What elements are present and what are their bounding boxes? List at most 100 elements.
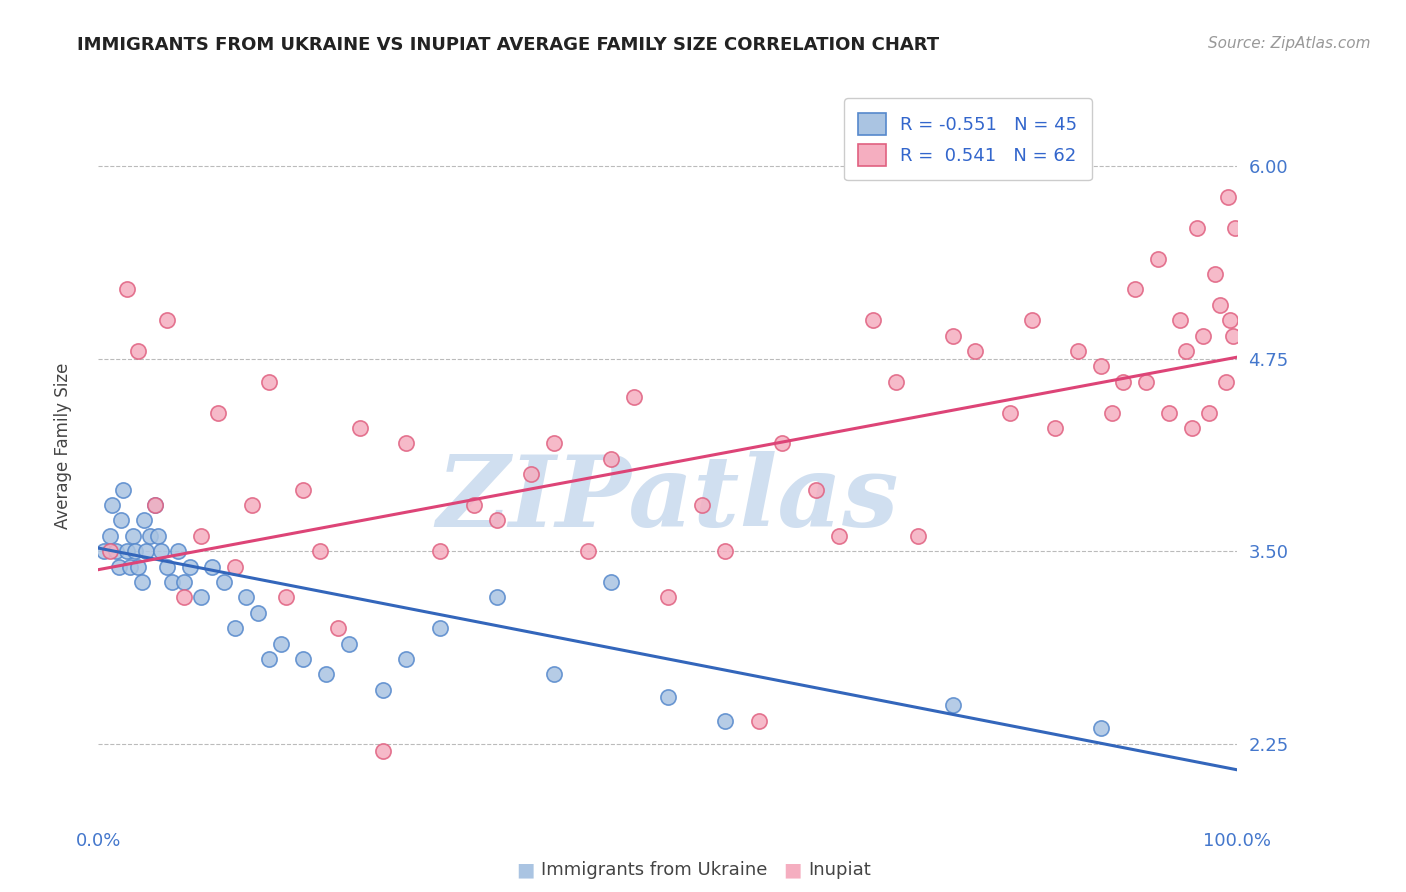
Point (135, 544, 157, 558)
Point (1223, 220, 1246, 235)
Point (714, 544, 737, 558)
Point (156, 559, 179, 574)
Point (150, 544, 173, 558)
Point (276, 591, 298, 605)
Point (1112, 375, 1135, 389)
Point (1209, 298, 1232, 312)
Point (543, 667, 565, 681)
Point (748, 714, 770, 728)
Point (270, 636, 292, 650)
Text: IMMIGRANTS FROM UKRAINE VS INUPIAT AVERAGE FAMILY SIZE CORRELATION CHART: IMMIGRANTS FROM UKRAINE VS INUPIAT AVERA… (77, 36, 939, 54)
Point (942, 698, 965, 713)
Point (201, 559, 224, 574)
Point (371, 744, 394, 758)
Point (156, 313, 179, 327)
Point (337, 636, 360, 650)
Point (292, 652, 315, 666)
Point (1204, 267, 1226, 281)
Point (93, 544, 115, 558)
Point (770, 436, 793, 450)
Point (1215, 375, 1237, 389)
Point (207, 406, 229, 420)
Point (657, 591, 679, 605)
Point (115, 544, 138, 558)
Point (463, 498, 485, 512)
Point (246, 606, 269, 620)
Point (98, 544, 121, 558)
Text: Average Family Size: Average Family Size (55, 363, 72, 529)
Point (131, 574, 153, 589)
Point (1192, 328, 1215, 343)
Point (1146, 252, 1168, 266)
Point (1067, 343, 1090, 358)
Point (212, 574, 235, 589)
Point (259, 652, 281, 666)
Text: ZIPatlas: ZIPatlas (437, 450, 898, 547)
Point (108, 559, 131, 574)
Point (623, 390, 645, 404)
Point (101, 498, 124, 512)
Point (657, 690, 679, 705)
Legend: R = -0.551   N = 45, R =  0.541   N = 62: R = -0.551 N = 45, R = 0.541 N = 62 (844, 98, 1091, 180)
Point (690, 498, 713, 512)
Point (600, 451, 623, 466)
Point (146, 529, 169, 543)
Point (965, 343, 987, 358)
Point (1090, 359, 1112, 374)
Point (395, 436, 418, 450)
Point (292, 483, 315, 497)
Point (115, 282, 138, 296)
Text: Source: ZipAtlas.com: Source: ZipAtlas.com (1208, 36, 1371, 51)
Point (138, 529, 160, 543)
Point (862, 313, 884, 327)
Point (259, 375, 281, 389)
Point (315, 667, 337, 681)
Point (104, 544, 127, 558)
Point (998, 406, 1021, 420)
Point (804, 483, 827, 497)
Point (1175, 343, 1198, 358)
Point (520, 467, 543, 482)
Point (714, 714, 737, 728)
Point (124, 544, 146, 558)
Point (190, 529, 212, 543)
Point (98, 529, 121, 543)
Point (395, 652, 418, 666)
Point (1181, 421, 1204, 435)
Point (576, 544, 599, 558)
Point (1101, 406, 1123, 420)
Point (326, 621, 349, 635)
Point (884, 375, 907, 389)
Point (429, 544, 451, 558)
Point (121, 529, 143, 543)
Point (486, 591, 509, 605)
Point (235, 591, 257, 605)
Point (1222, 328, 1244, 343)
Point (828, 529, 851, 543)
Point (240, 498, 263, 512)
Text: Immigrants from Ukraine: Immigrants from Ukraine (541, 861, 768, 879)
Point (173, 591, 195, 605)
Point (190, 591, 212, 605)
Point (145, 498, 167, 512)
Point (942, 328, 965, 343)
Point (1170, 313, 1192, 327)
Point (907, 529, 929, 543)
Point (224, 621, 246, 635)
Point (162, 574, 184, 589)
Text: ■: ■ (516, 860, 534, 880)
Point (1157, 406, 1180, 420)
Point (543, 436, 565, 450)
Point (1090, 721, 1112, 735)
Point (120, 559, 142, 574)
Text: Inupiat: Inupiat (808, 861, 872, 879)
Point (1043, 421, 1066, 435)
Point (145, 498, 167, 512)
Point (224, 559, 246, 574)
Point (112, 483, 135, 497)
Point (167, 544, 190, 558)
Point (1218, 190, 1240, 204)
Point (429, 621, 451, 635)
Point (600, 574, 623, 589)
Point (371, 682, 394, 697)
